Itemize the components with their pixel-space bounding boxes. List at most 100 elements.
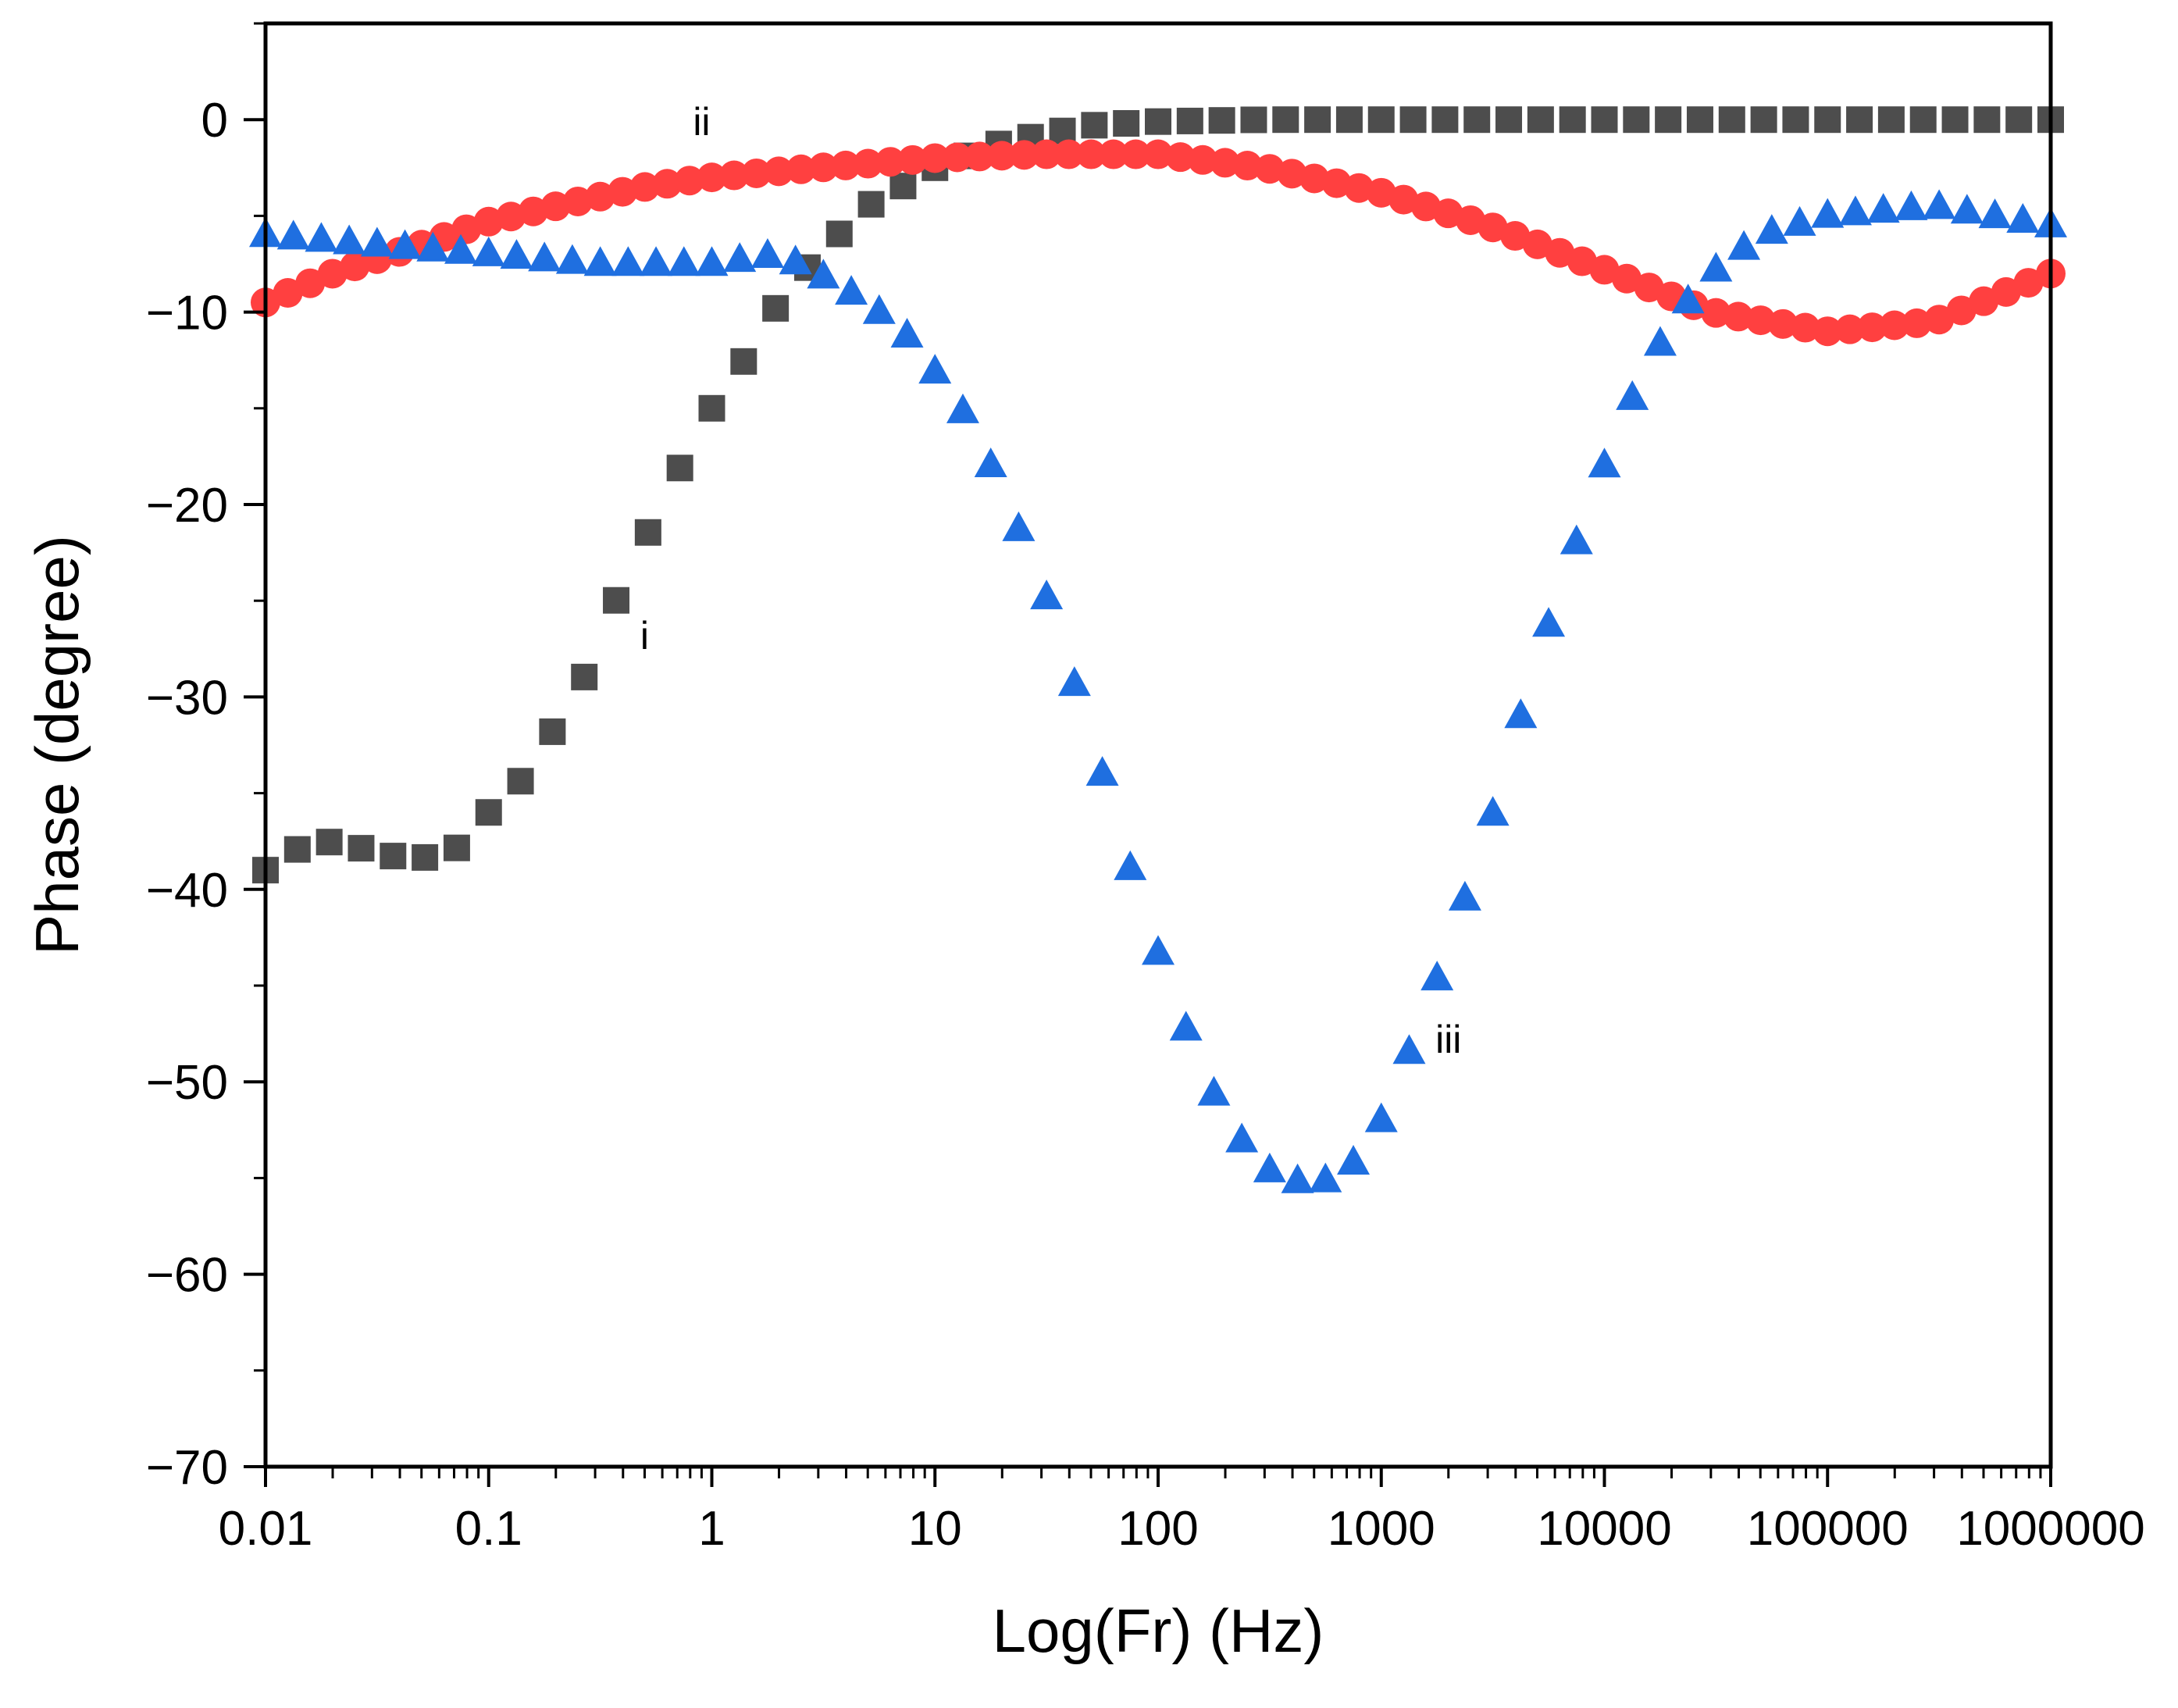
data-point-triangle xyxy=(1225,1122,1259,1153)
data-point-triangle xyxy=(1811,198,1845,228)
data-point-triangle xyxy=(807,259,840,289)
data-point-square xyxy=(1176,107,1203,134)
series-i xyxy=(252,106,2064,884)
y-tick-label: −50 xyxy=(146,1056,228,1110)
data-point-circle xyxy=(295,268,326,298)
data-point-triangle xyxy=(1142,935,1175,965)
data-point-square xyxy=(1208,107,1235,134)
data-point-triangle xyxy=(862,294,896,324)
data-point-circle xyxy=(1210,148,1240,178)
series-label-ii: ii xyxy=(693,100,710,144)
data-point-square xyxy=(1814,106,1841,134)
data-point-circle xyxy=(1188,144,1218,175)
data-point-triangle xyxy=(2006,203,2040,234)
data-point-circle xyxy=(1545,237,1575,268)
data-point-triangle xyxy=(1783,205,1816,236)
data-point-circle xyxy=(563,186,594,216)
data-point-circle xyxy=(1879,310,1909,341)
data-point-triangle xyxy=(1866,193,1900,223)
data-point-circle xyxy=(875,147,906,177)
data-point-triangle xyxy=(1838,195,1872,226)
data-point-square xyxy=(539,718,566,745)
data-point-circle xyxy=(808,152,839,183)
data-point-square xyxy=(412,843,439,871)
data-point-square xyxy=(1335,106,1363,134)
data-point-circle xyxy=(942,142,972,173)
data-point-triangle xyxy=(276,219,310,250)
data-point-square xyxy=(1495,106,1523,134)
x-tick-label: 100000 xyxy=(1747,1502,1909,1556)
y-axis-title: Phase (degree) xyxy=(23,535,91,955)
series-ii xyxy=(251,139,2066,347)
data-point-square xyxy=(1718,106,1745,134)
data-point-square xyxy=(1431,106,1459,134)
data-point-triangle xyxy=(611,246,645,276)
data-point-circle xyxy=(629,172,660,202)
data-point-circle xyxy=(1433,198,1463,229)
data-point-circle xyxy=(1500,221,1531,251)
data-point-circle xyxy=(1768,308,1798,339)
series-label-i: i xyxy=(640,614,649,658)
data-point-circle xyxy=(608,177,638,207)
data-point-circle xyxy=(1277,159,1307,189)
data-point-triangle xyxy=(1755,214,1788,244)
data-point-triangle xyxy=(1727,230,1761,260)
data-point-triangle xyxy=(528,241,561,272)
data-point-square xyxy=(1877,106,1905,134)
data-point-circle xyxy=(317,259,348,289)
data-point-square xyxy=(1367,106,1395,134)
x-tick-label: 10000 xyxy=(1537,1502,1671,1556)
data-point-circle xyxy=(853,148,883,179)
data-point-triangle xyxy=(1504,698,1538,729)
data-point-circle xyxy=(451,214,482,244)
data-point-circle xyxy=(1032,139,1062,169)
y-tick-label: −20 xyxy=(146,479,228,533)
data-point-square xyxy=(1463,106,1491,134)
data-point-triangle xyxy=(1560,524,1593,554)
data-point-square xyxy=(1973,106,2001,134)
data-point-triangle xyxy=(416,231,450,262)
data-point-circle xyxy=(340,251,370,282)
data-point-circle xyxy=(697,162,727,193)
data-point-circle xyxy=(1834,314,1865,344)
data-point-circle xyxy=(1009,140,1039,170)
data-point-triangle xyxy=(1895,190,1928,220)
data-point-circle xyxy=(741,158,772,188)
data-point-circle xyxy=(1924,305,1955,335)
data-point-triangle xyxy=(918,354,952,384)
data-point-square xyxy=(1559,106,1586,134)
data-point-triangle xyxy=(500,239,533,269)
data-point-circle xyxy=(540,191,571,222)
data-point-triangle xyxy=(333,224,366,255)
data-point-circle xyxy=(786,154,816,184)
data-point-square xyxy=(507,768,534,795)
data-point-circle xyxy=(1522,229,1552,259)
data-point-square xyxy=(315,829,343,856)
data-point-square xyxy=(1846,106,1873,134)
data-point-square xyxy=(475,799,502,826)
data-point-square xyxy=(571,663,598,690)
data-point-circle xyxy=(1790,312,1820,343)
data-point-square xyxy=(443,834,470,861)
data-point-circle xyxy=(1388,184,1419,215)
data-point-square xyxy=(348,835,375,862)
data-point-circle xyxy=(1991,276,2021,307)
data-point-circle xyxy=(1723,301,1753,332)
data-point-circle xyxy=(585,181,615,212)
data-point-triangle xyxy=(1978,198,2012,229)
data-point-square xyxy=(1113,110,1140,137)
y-tick-label: −30 xyxy=(146,671,228,725)
data-point-triangle xyxy=(1197,1075,1231,1106)
data-point-square xyxy=(730,348,757,375)
x-tick-label: 1000000 xyxy=(1956,1502,2144,1556)
data-point-triangle xyxy=(1643,326,1677,356)
data-point-circle xyxy=(719,160,750,191)
data-point-circle xyxy=(920,143,950,173)
data-point-triangle xyxy=(640,246,673,276)
data-point-circle xyxy=(1567,246,1597,276)
data-point-triangle xyxy=(388,229,422,259)
axis-layer: 0.01 0.1 1 10 100 1000 10000 100000 1000000 0 −10 −… xyxy=(146,22,2145,1556)
data-point-circle xyxy=(830,150,861,180)
data-point-triangle xyxy=(1169,1011,1203,1041)
